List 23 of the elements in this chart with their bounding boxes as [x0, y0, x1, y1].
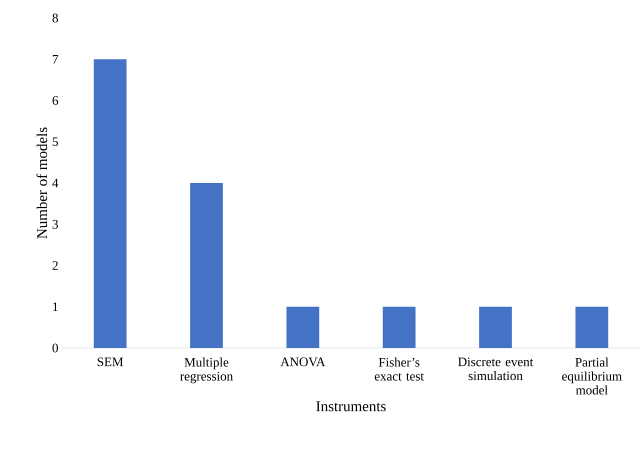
x-axis-title: Instruments	[316, 401, 386, 412]
y-tick-label: 5	[52, 137, 58, 146]
y-tick-label: 2	[52, 261, 58, 270]
bar	[479, 306, 512, 348]
x-tick-label: SEM	[98, 358, 124, 366]
bar	[575, 306, 608, 348]
y-tick-label: 3	[52, 220, 58, 229]
y-tick-label: 1	[53, 302, 58, 312]
y-tick-label: 7	[52, 55, 58, 64]
y-tick-label: 8	[52, 14, 58, 22]
x-tick-label: Fisher’s exact test	[374, 358, 424, 381]
y-tick-label: 6	[52, 96, 58, 105]
x-tick-label: Partial equilibrium model	[562, 358, 622, 395]
x-tick-label: Multiple regression	[180, 358, 233, 384]
x-tick-label: ANOVA	[280, 358, 326, 366]
bar	[286, 306, 320, 348]
bar	[94, 59, 127, 348]
y-tick-label: 0	[52, 344, 58, 352]
bar	[190, 183, 223, 348]
y-tick-label: 4	[52, 178, 58, 188]
bar	[382, 306, 416, 348]
y-axis-title: Number of models	[36, 128, 48, 239]
x-tick-label: Discrete event simulation	[458, 358, 534, 380]
